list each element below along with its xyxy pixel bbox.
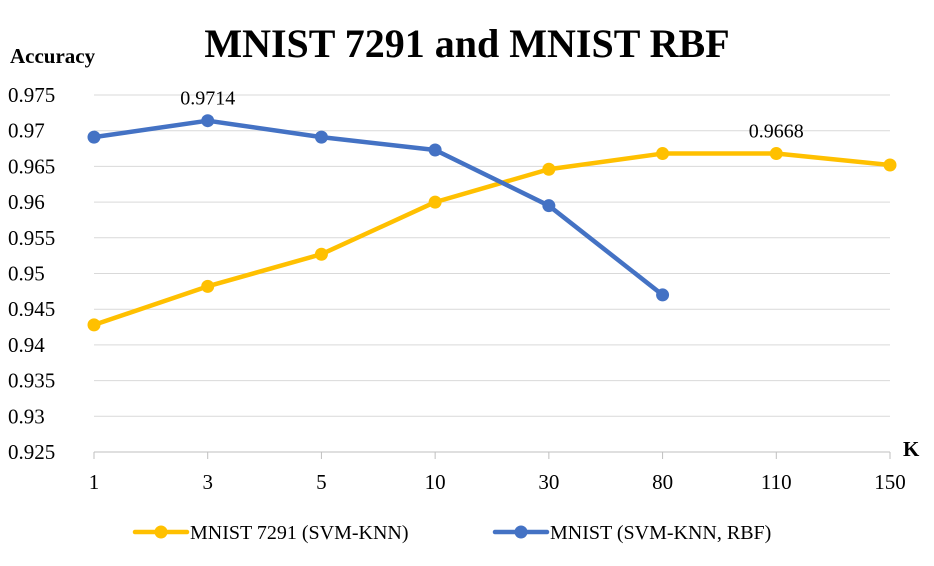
series-group bbox=[87, 114, 897, 332]
data-point bbox=[87, 318, 101, 332]
y-tick-label: 0.945 bbox=[8, 297, 55, 321]
legend: MNIST 7291 (SVM-KNN) MNIST (SVM-KNN, RBF) bbox=[132, 522, 771, 544]
x-tick-label: 30 bbox=[538, 470, 559, 494]
x-tick-label: 3 bbox=[202, 470, 213, 494]
chart-title: MNIST 7291 and MNIST RBF bbox=[204, 21, 729, 66]
x-tick-label: 80 bbox=[652, 470, 673, 494]
data-point bbox=[656, 288, 670, 302]
data-point bbox=[428, 195, 442, 209]
data-point bbox=[428, 143, 442, 157]
y-tick-label: 0.96 bbox=[8, 190, 45, 214]
y-axis-title: Accuracy bbox=[10, 44, 96, 68]
y-tick-label: 0.935 bbox=[8, 369, 55, 393]
data-point bbox=[656, 147, 670, 161]
legend-marker bbox=[154, 525, 168, 539]
data-point bbox=[314, 247, 328, 261]
data-point bbox=[201, 114, 215, 128]
x-tick-label: 150 bbox=[874, 470, 906, 494]
data-point bbox=[87, 130, 101, 144]
legend-label: MNIST 7291 (SVM-KNN) bbox=[190, 522, 409, 544]
data-labels: 0.9668 0.9714 bbox=[180, 88, 804, 143]
data-label: 0.9668 bbox=[749, 121, 804, 143]
y-tick-label: 0.97 bbox=[8, 119, 45, 143]
x-tick-label: 110 bbox=[761, 470, 792, 494]
data-point bbox=[542, 199, 556, 213]
x-tick-label: 1 bbox=[89, 470, 100, 494]
y-tick-label: 0.975 bbox=[8, 83, 55, 107]
data-point bbox=[314, 130, 328, 144]
y-tick-label: 0.955 bbox=[8, 226, 55, 250]
y-tick-label: 0.925 bbox=[8, 440, 55, 464]
x-axis-title: K bbox=[903, 437, 920, 461]
y-axis-ticks: 0.925 0.93 0.935 0.94 0.945 0.95 0.955 0.96 0.96… bbox=[8, 83, 55, 464]
data-label: 0.9714 bbox=[180, 88, 235, 110]
x-axis-ticks: 1 3 5 10 30 80 110 150 bbox=[89, 452, 906, 494]
x-tick-label: 5 bbox=[316, 470, 327, 494]
gridlines bbox=[94, 94, 890, 453]
data-point bbox=[883, 158, 897, 172]
y-tick-label: 0.93 bbox=[8, 404, 45, 428]
data-point bbox=[201, 279, 215, 293]
data-point bbox=[769, 147, 783, 161]
legend-label: MNIST (SVM-KNN, RBF) bbox=[550, 522, 771, 544]
y-tick-label: 0.965 bbox=[8, 154, 55, 178]
x-tick-label: 10 bbox=[425, 470, 446, 494]
series-line-1 bbox=[91, 118, 665, 298]
legend-marker bbox=[514, 525, 528, 539]
y-tick-label: 0.94 bbox=[8, 333, 45, 357]
y-tick-label: 0.95 bbox=[8, 262, 45, 286]
data-point bbox=[542, 162, 556, 176]
series-line-0 bbox=[91, 151, 893, 328]
